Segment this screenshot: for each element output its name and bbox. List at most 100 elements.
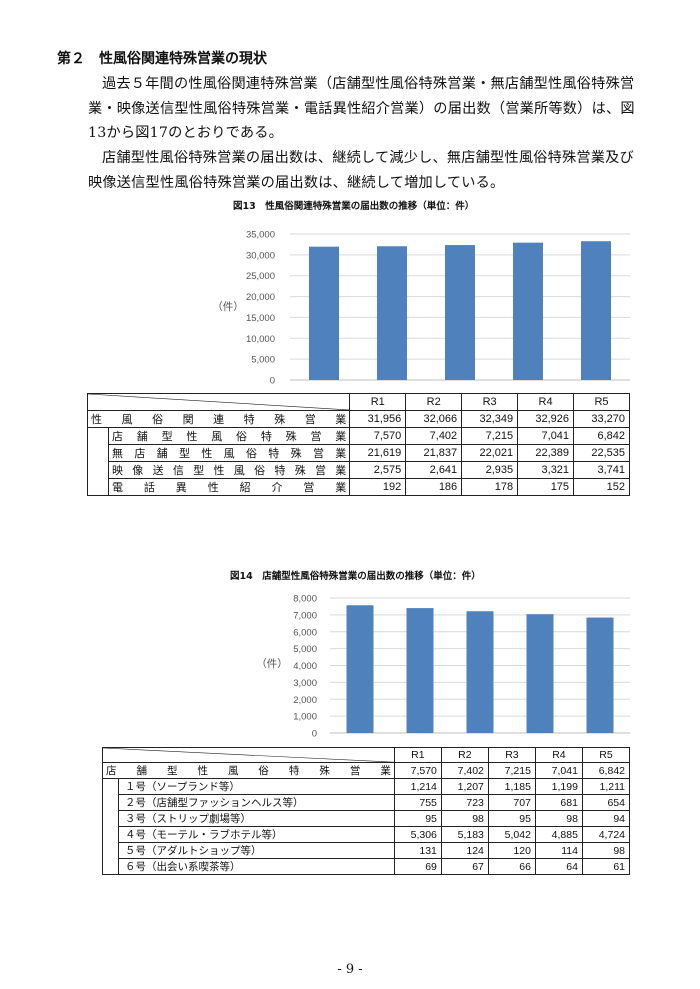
indent-cell bbox=[87, 444, 109, 462]
table-row: 無店舗型性風俗特殊営業 21,619 21,837 22,021 22,389 22,53… bbox=[87, 444, 630, 462]
value-cell: 21,837 bbox=[405, 444, 463, 462]
value-cell: 22,021 bbox=[461, 444, 519, 462]
figure-14-table: R1 R2 R3 R4 R5 店舗型性風俗特殊営業 7,570 7,402 7,215 7,041… bbox=[102, 746, 631, 876]
header-corner bbox=[102, 746, 395, 764]
value-cell: 61 bbox=[581, 858, 631, 876]
row-label: ３号（ストリップ劇場等） bbox=[118, 810, 395, 828]
y-tick-label: 0 bbox=[270, 376, 275, 387]
table-row: 性風俗関連特殊営業 31,956 32,066 32,349 32,926 33,270 bbox=[86, 410, 630, 428]
value-cell: 723 bbox=[440, 794, 489, 812]
y-tick-label: 35,000 bbox=[246, 230, 275, 241]
value-cell: 124 bbox=[440, 842, 489, 860]
value-cell: 2,641 bbox=[405, 461, 463, 479]
indent-cell bbox=[87, 461, 109, 479]
value-cell: 4,885 bbox=[534, 826, 583, 844]
value-cell: 7,041 bbox=[534, 762, 583, 780]
y-tick-label: 25,000 bbox=[246, 271, 275, 282]
value-cell: 32,926 bbox=[517, 410, 575, 428]
table-row: ５号（アダルトショップ等） 131 124 120 114 98 bbox=[102, 842, 631, 860]
bar-R1 bbox=[346, 605, 374, 733]
value-cell: 192 bbox=[349, 478, 407, 496]
bar-R2 bbox=[406, 608, 434, 733]
bar-R1 bbox=[309, 246, 339, 380]
column-header: R1 bbox=[349, 393, 407, 411]
value-cell: 7,402 bbox=[440, 762, 489, 780]
indent-cell bbox=[102, 778, 119, 795]
bar-R4 bbox=[526, 614, 554, 733]
value-cell: 64 bbox=[534, 858, 583, 876]
value-cell: 67 bbox=[440, 858, 489, 876]
value-cell: 98 bbox=[534, 810, 583, 828]
table-row: ３号（ストリップ劇場等） 95 98 95 98 94 bbox=[102, 810, 631, 828]
value-cell: 7,570 bbox=[393, 762, 442, 780]
row-label: ４号（モーテル・ラブホテル等） bbox=[118, 826, 395, 844]
y-tick-label: 6,000 bbox=[293, 627, 317, 638]
value-cell: 120 bbox=[487, 842, 536, 860]
value-cell: 4,724 bbox=[581, 826, 631, 844]
value-cell: 114 bbox=[534, 842, 583, 860]
column-header: R2 bbox=[440, 746, 489, 764]
figure-14-chart: 0 1,000 2,000 3,000 4,000 5,000 6,000 7,000 8,00… bbox=[256, 594, 630, 740]
value-cell: 131 bbox=[393, 842, 442, 860]
value-cell: 32,349 bbox=[461, 410, 519, 428]
row-label: ６号（出会い系喫茶等） bbox=[118, 858, 395, 876]
value-cell: 1,207 bbox=[440, 778, 489, 796]
y-tick-label: 8,000 bbox=[293, 594, 317, 605]
value-cell: 186 bbox=[405, 478, 463, 496]
row-label: 映像送信型性風俗特殊営業 bbox=[107, 461, 351, 479]
value-cell: 1,211 bbox=[581, 778, 631, 796]
column-header: R3 bbox=[487, 746, 536, 764]
value-cell: 66 bbox=[487, 858, 536, 876]
value-cell: 6,842 bbox=[581, 762, 631, 780]
indent-cell bbox=[102, 858, 119, 876]
y-tick-label: 5,000 bbox=[251, 355, 275, 366]
y-tick-label: 15,000 bbox=[246, 313, 275, 324]
value-cell: 7,041 bbox=[517, 427, 575, 445]
y-tick-label: 7,000 bbox=[293, 610, 317, 621]
header-corner bbox=[86, 393, 351, 411]
value-cell: 755 bbox=[393, 794, 442, 812]
value-cell: 681 bbox=[534, 794, 583, 812]
indent-cell bbox=[102, 842, 119, 859]
column-header: R4 bbox=[534, 746, 583, 764]
value-cell: 94 bbox=[581, 810, 631, 828]
value-cell: 7,402 bbox=[405, 427, 463, 445]
column-header: R4 bbox=[517, 393, 575, 411]
y-tick-label: 3,000 bbox=[293, 678, 317, 689]
value-cell: 33,270 bbox=[573, 410, 630, 428]
table-row: １号（ソープランド等） 1,214 1,207 1,185 1,199 1,211 bbox=[102, 778, 631, 796]
table-row: 店舗型性風俗特殊営業 7,570 7,402 7,215 7,041 6,842 bbox=[87, 427, 630, 445]
bar-R5 bbox=[586, 617, 614, 733]
value-cell: 98 bbox=[440, 810, 489, 828]
value-cell: 69 bbox=[393, 858, 442, 876]
row-label: 無店舗型性風俗特殊営業 bbox=[107, 444, 351, 462]
value-cell: 2,935 bbox=[461, 461, 519, 479]
indent-cell bbox=[87, 427, 109, 445]
value-cell: 21,619 bbox=[349, 444, 407, 462]
indent-cell bbox=[102, 826, 119, 843]
value-cell: 152 bbox=[573, 478, 630, 496]
y-tick-label: 20,000 bbox=[246, 292, 275, 303]
value-cell: 22,535 bbox=[573, 444, 630, 462]
value-cell: 1,185 bbox=[487, 778, 536, 796]
value-cell: 5,183 bbox=[440, 826, 489, 844]
diagonal-line bbox=[88, 394, 349, 410]
value-cell: 5,042 bbox=[487, 826, 536, 844]
value-cell: 175 bbox=[517, 478, 575, 496]
diagonal-line bbox=[103, 748, 394, 762]
table-row: ６号（出会い系喫茶等） 69 67 66 64 61 bbox=[102, 858, 631, 876]
row-label: 店舗型性風俗特殊営業 bbox=[107, 427, 351, 445]
row-label: ２号（店舗型ファッションヘルス等） bbox=[118, 794, 395, 812]
value-cell: 22,389 bbox=[517, 444, 575, 462]
value-cell: 32,066 bbox=[405, 410, 463, 428]
table-row: ４号（モーテル・ラブホテル等） 5,306 5,183 5,042 4,885 4,724 bbox=[102, 826, 631, 844]
y-tick-label: 4,000 bbox=[293, 661, 317, 672]
indent-cell bbox=[102, 794, 119, 811]
figure-14-title: 図14 店舗型性風俗特殊営業の届出数の推移（単位：件） bbox=[230, 571, 481, 582]
value-cell: 707 bbox=[487, 794, 536, 812]
figure-13-chart: 0 5,000 10,000 15,000 20,000 25,000 30,000 35,0… bbox=[212, 230, 630, 387]
value-cell: 7,570 bbox=[349, 427, 407, 445]
row-label: 性風俗関連特殊営業 bbox=[86, 410, 351, 428]
figure-13-table: R1 R2 R3 R4 R5 性風俗関連特殊営業 31,956 32,066 32,349 32,… bbox=[86, 393, 630, 496]
value-cell: 178 bbox=[461, 478, 519, 496]
